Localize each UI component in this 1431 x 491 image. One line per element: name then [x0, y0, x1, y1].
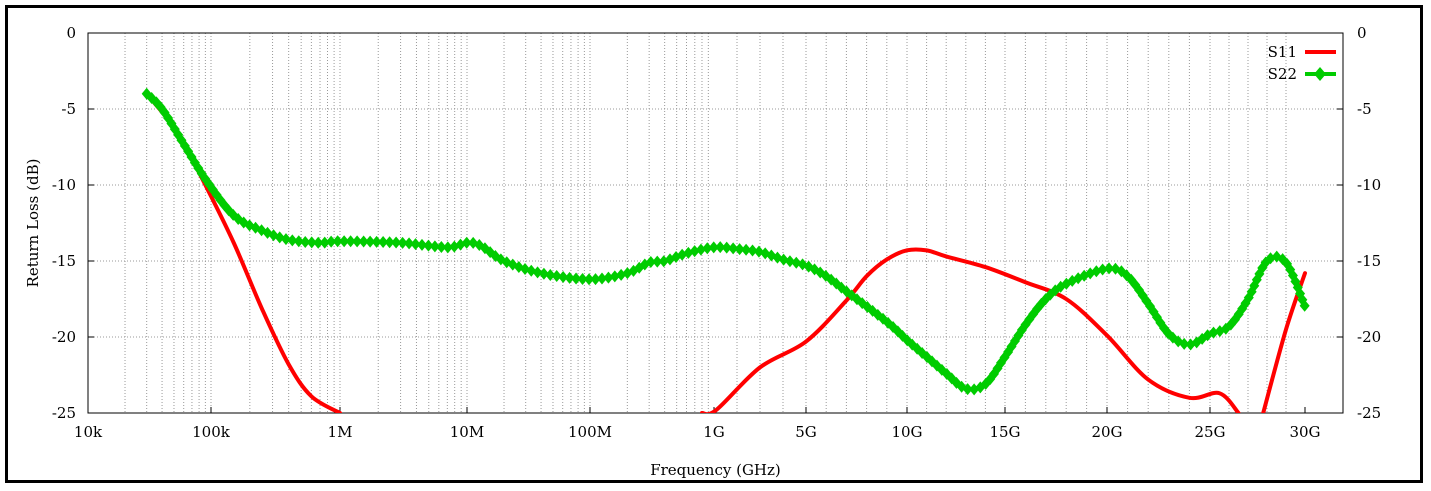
legend-label-s22: S22 — [1268, 65, 1297, 83]
series-s22-marker — [603, 271, 614, 284]
series-s22-marker — [293, 235, 304, 248]
series-s22-marker — [652, 255, 663, 268]
series-s22-marker — [584, 273, 595, 286]
y-tick-label-left: -20 — [52, 328, 76, 346]
series-s22-marker — [577, 273, 588, 286]
series-s22-marker — [551, 270, 562, 283]
axis-ticks: 10k 100k 1M 10M 100M 1G 5G 10G 15G 20G 25G 30G 0 0 -5 -… — [52, 24, 1381, 441]
series-s22-marker — [410, 238, 421, 251]
series-s22-marker — [1208, 326, 1219, 339]
series-s22-marker — [384, 236, 395, 249]
y-tick-label-left: -25 — [52, 404, 76, 422]
series-s22-marker — [564, 271, 575, 284]
series-s22-marker — [287, 234, 298, 247]
series-s22-marker — [645, 256, 656, 269]
series-s22-marker — [702, 242, 713, 255]
x-tick-label: 1M — [328, 423, 353, 441]
series-s22-marker — [695, 243, 706, 256]
x-tick-label: 15G — [989, 423, 1020, 441]
series-s22-marker — [442, 241, 453, 254]
series-s22-marker — [538, 267, 549, 280]
series-s22-marker — [429, 240, 440, 253]
y-axis-label: Return Loss (dB) — [24, 159, 42, 288]
series-s22-marker — [571, 272, 582, 285]
series-s22-marker — [708, 241, 719, 254]
x-tick-label: 10M — [450, 423, 484, 441]
series-s22-marker — [1179, 337, 1190, 350]
series-s22-marker — [558, 271, 569, 284]
series-layer — [141, 87, 1310, 413]
legend-marker-s22 — [1314, 67, 1326, 81]
series-s22-marker — [332, 235, 343, 248]
series-s22-marker — [1097, 263, 1108, 276]
y-tick-label-left: -10 — [52, 176, 76, 194]
series-s22-marker — [609, 270, 620, 283]
y-tick-label-left: -5 — [61, 100, 76, 118]
series-s22-marker — [404, 237, 415, 250]
series-s22-marker — [545, 268, 556, 281]
grid — [88, 32, 1343, 414]
series-s22-marker — [461, 236, 472, 249]
series-s22-marker — [371, 235, 382, 248]
x-tick-label: 100M — [568, 423, 612, 441]
y-tick-label-right: -10 — [1357, 176, 1381, 194]
y-tick-label-right: 0 — [1357, 24, 1367, 42]
series-s22-marker — [721, 241, 732, 254]
series-s22-marker — [378, 236, 389, 249]
series-s22-marker — [391, 236, 402, 249]
x-tick-label: 10G — [891, 423, 922, 441]
x-tick-label: 1G — [703, 423, 725, 441]
y-tick-label-right: -25 — [1357, 404, 1381, 422]
y-tick-label-left: 0 — [66, 24, 76, 42]
legend-label-s11: S11 — [1268, 43, 1297, 61]
series-s22-marker — [416, 238, 427, 251]
y-tick-label-right: -5 — [1357, 100, 1372, 118]
series-s22-marker — [280, 233, 291, 246]
series-s22-marker — [590, 273, 601, 286]
series-s22-marker — [365, 235, 376, 248]
series-s22-marker — [358, 235, 369, 248]
x-tick-label: 25G — [1194, 423, 1225, 441]
x-tick-label: 100k — [192, 423, 231, 441]
series-s22-marker — [313, 236, 324, 249]
y-tick-label-right: -15 — [1357, 252, 1381, 270]
series-s22-marker — [300, 235, 311, 248]
series-s22-marker — [339, 235, 350, 248]
series-s22-marker — [734, 243, 745, 256]
series-s22-marker — [423, 239, 434, 252]
x-tick-label: 30G — [1289, 423, 1320, 441]
x-tick-label: 20G — [1091, 423, 1122, 441]
series-s22-marker — [1104, 262, 1115, 275]
series-s22-marker — [728, 242, 739, 255]
y-tick-label-left: -15 — [52, 252, 76, 270]
series-s22-marker — [747, 244, 758, 257]
series-s22-marker — [715, 241, 726, 254]
series-s22-marker — [345, 235, 356, 248]
series-s22-marker — [306, 236, 317, 249]
series-s22-marker — [397, 236, 408, 249]
series-s22-marker — [596, 272, 607, 285]
y-tick-label-right: -20 — [1357, 328, 1381, 346]
series-s22-marker — [741, 243, 752, 256]
plot-area-border — [87, 32, 1344, 414]
series-s22-marker — [962, 383, 973, 396]
series-s22-marker — [784, 255, 795, 268]
x-tick-label: 10k — [74, 423, 103, 441]
series-s22-marker — [1299, 299, 1310, 312]
series-s22-marker — [319, 236, 330, 249]
series-s22-marker — [532, 266, 543, 279]
series-s22-marker — [326, 235, 337, 248]
x-axis-label: Frequency (GHz) — [650, 461, 781, 479]
series-s22-marker — [352, 235, 363, 248]
series-s11-line — [699, 247, 1241, 413]
series-s22-marker — [436, 241, 447, 254]
x-tick-label: 5G — [795, 423, 817, 441]
